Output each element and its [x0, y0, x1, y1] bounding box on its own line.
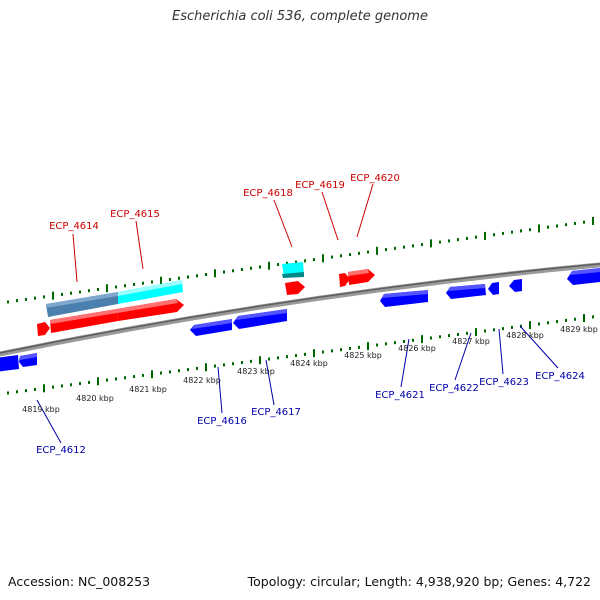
inner-tick-track — [7, 314, 594, 395]
gene-label-ecp4614[interactable]: ECP_4614 — [49, 221, 99, 283]
gene-label-ecp4612[interactable]: ECP_4612 — [36, 399, 86, 456]
reverse-gene-ecp4616[interactable] — [190, 319, 232, 336]
gene-label-text: ECP_4622 — [429, 383, 479, 394]
gene-label-text: ECP_4620 — [350, 173, 400, 184]
gene-label-text: ECP_4612 — [36, 445, 86, 456]
reverse-gene-ecp4617[interactable] — [233, 309, 287, 329]
genome-summary-text: Topology: circular; Length: 4,938,920 bp… — [247, 574, 591, 589]
gene-label-ecp4619[interactable]: ECP_4619 — [295, 180, 345, 241]
gene-label-ecp4621[interactable]: ECP_4621 — [375, 338, 425, 401]
forward-gene-ecp4614[interactable] — [50, 309, 118, 333]
gene-label-text: ECP_4615 — [110, 209, 160, 220]
forward-gene-ecp4619[interactable] — [339, 273, 350, 287]
ruler-label: 4828 kbp — [506, 331, 544, 340]
reverse-gene-ecp4622[interactable] — [446, 284, 486, 299]
gene-label-ecp4620[interactable]: ECP_4620 — [350, 173, 400, 238]
reverse-gene-ecp4611[interactable] — [0, 355, 19, 372]
ruler-labels: 4819 kbp 4820 kbp 4821 kbp 4822 kbp 4823… — [22, 325, 598, 414]
gene-label-ecp4615[interactable]: ECP_4615 — [110, 209, 160, 270]
gene-label-text: ECP_4617 — [251, 407, 301, 418]
gene-label-text: ECP_4614 — [49, 221, 99, 232]
reverse-gene-ecp4612[interactable] — [19, 353, 37, 367]
outer-tick-track — [7, 216, 594, 304]
ruler-label: 4826 kbp — [398, 344, 436, 353]
forward-gene-ecp4618[interactable] — [285, 281, 305, 295]
gene-label-ecp4617[interactable]: ECP_4617 — [251, 359, 301, 418]
ruler-label: 4823 kbp — [237, 367, 275, 376]
reverse-gene-ecp4624[interactable] — [509, 279, 522, 292]
gene-label-ecp4616[interactable]: ECP_4616 — [197, 366, 247, 427]
ruler-label: 4820 kbp — [76, 394, 114, 403]
reverse-gene-ecp4623[interactable] — [488, 282, 499, 295]
ruler-label: 4819 kbp — [22, 405, 60, 414]
forward-gene-ecp4620[interactable] — [348, 269, 375, 285]
reverse-gene-ecp4621[interactable] — [380, 290, 428, 307]
reverse-gene-ecp4625[interactable] — [567, 268, 600, 285]
highlight-gene-ecp4615[interactable] — [118, 280, 183, 304]
gene-label-text: ECP_4619 — [295, 180, 345, 191]
ruler-label: 4822 kbp — [183, 376, 221, 385]
gene-label-text: ECP_4616 — [197, 416, 247, 427]
gene-label-ecp4618[interactable]: ECP_4618 — [243, 188, 293, 248]
ruler-label: 4824 kbp — [290, 359, 328, 368]
forward-gene-ecp4615[interactable] — [117, 299, 184, 321]
ruler-label: 4827 kbp — [452, 337, 490, 346]
ruler-label: 4821 kbp — [129, 385, 167, 394]
gene-label-text: ECP_4621 — [375, 390, 425, 401]
gene-label-text: ECP_4618 — [243, 188, 293, 199]
ruler-label: 4825 kbp — [344, 351, 382, 360]
genome-backbone — [0, 262, 600, 357]
genome-title: Escherichia coli 536, complete genome — [172, 9, 428, 24]
gene-label-text: ECP_4624 — [535, 371, 585, 382]
gene-label-ecp4624[interactable]: ECP_4624 — [519, 325, 585, 382]
gene-label-text: ECP_4623 — [479, 377, 529, 388]
accession-text: Accession: NC_008253 — [8, 574, 151, 589]
highlight-gene-ecp4618[interactable] — [282, 262, 304, 278]
gene-label-ecp4622[interactable]: ECP_4622 — [429, 332, 479, 394]
gene-label-ecp4623[interactable]: ECP_4623 — [479, 328, 529, 388]
ruler-label: 4829 kbp — [560, 325, 598, 334]
highlight-gene-ecp4614[interactable] — [46, 292, 118, 317]
forward-gene-ecp4613[interactable] — [37, 322, 50, 336]
